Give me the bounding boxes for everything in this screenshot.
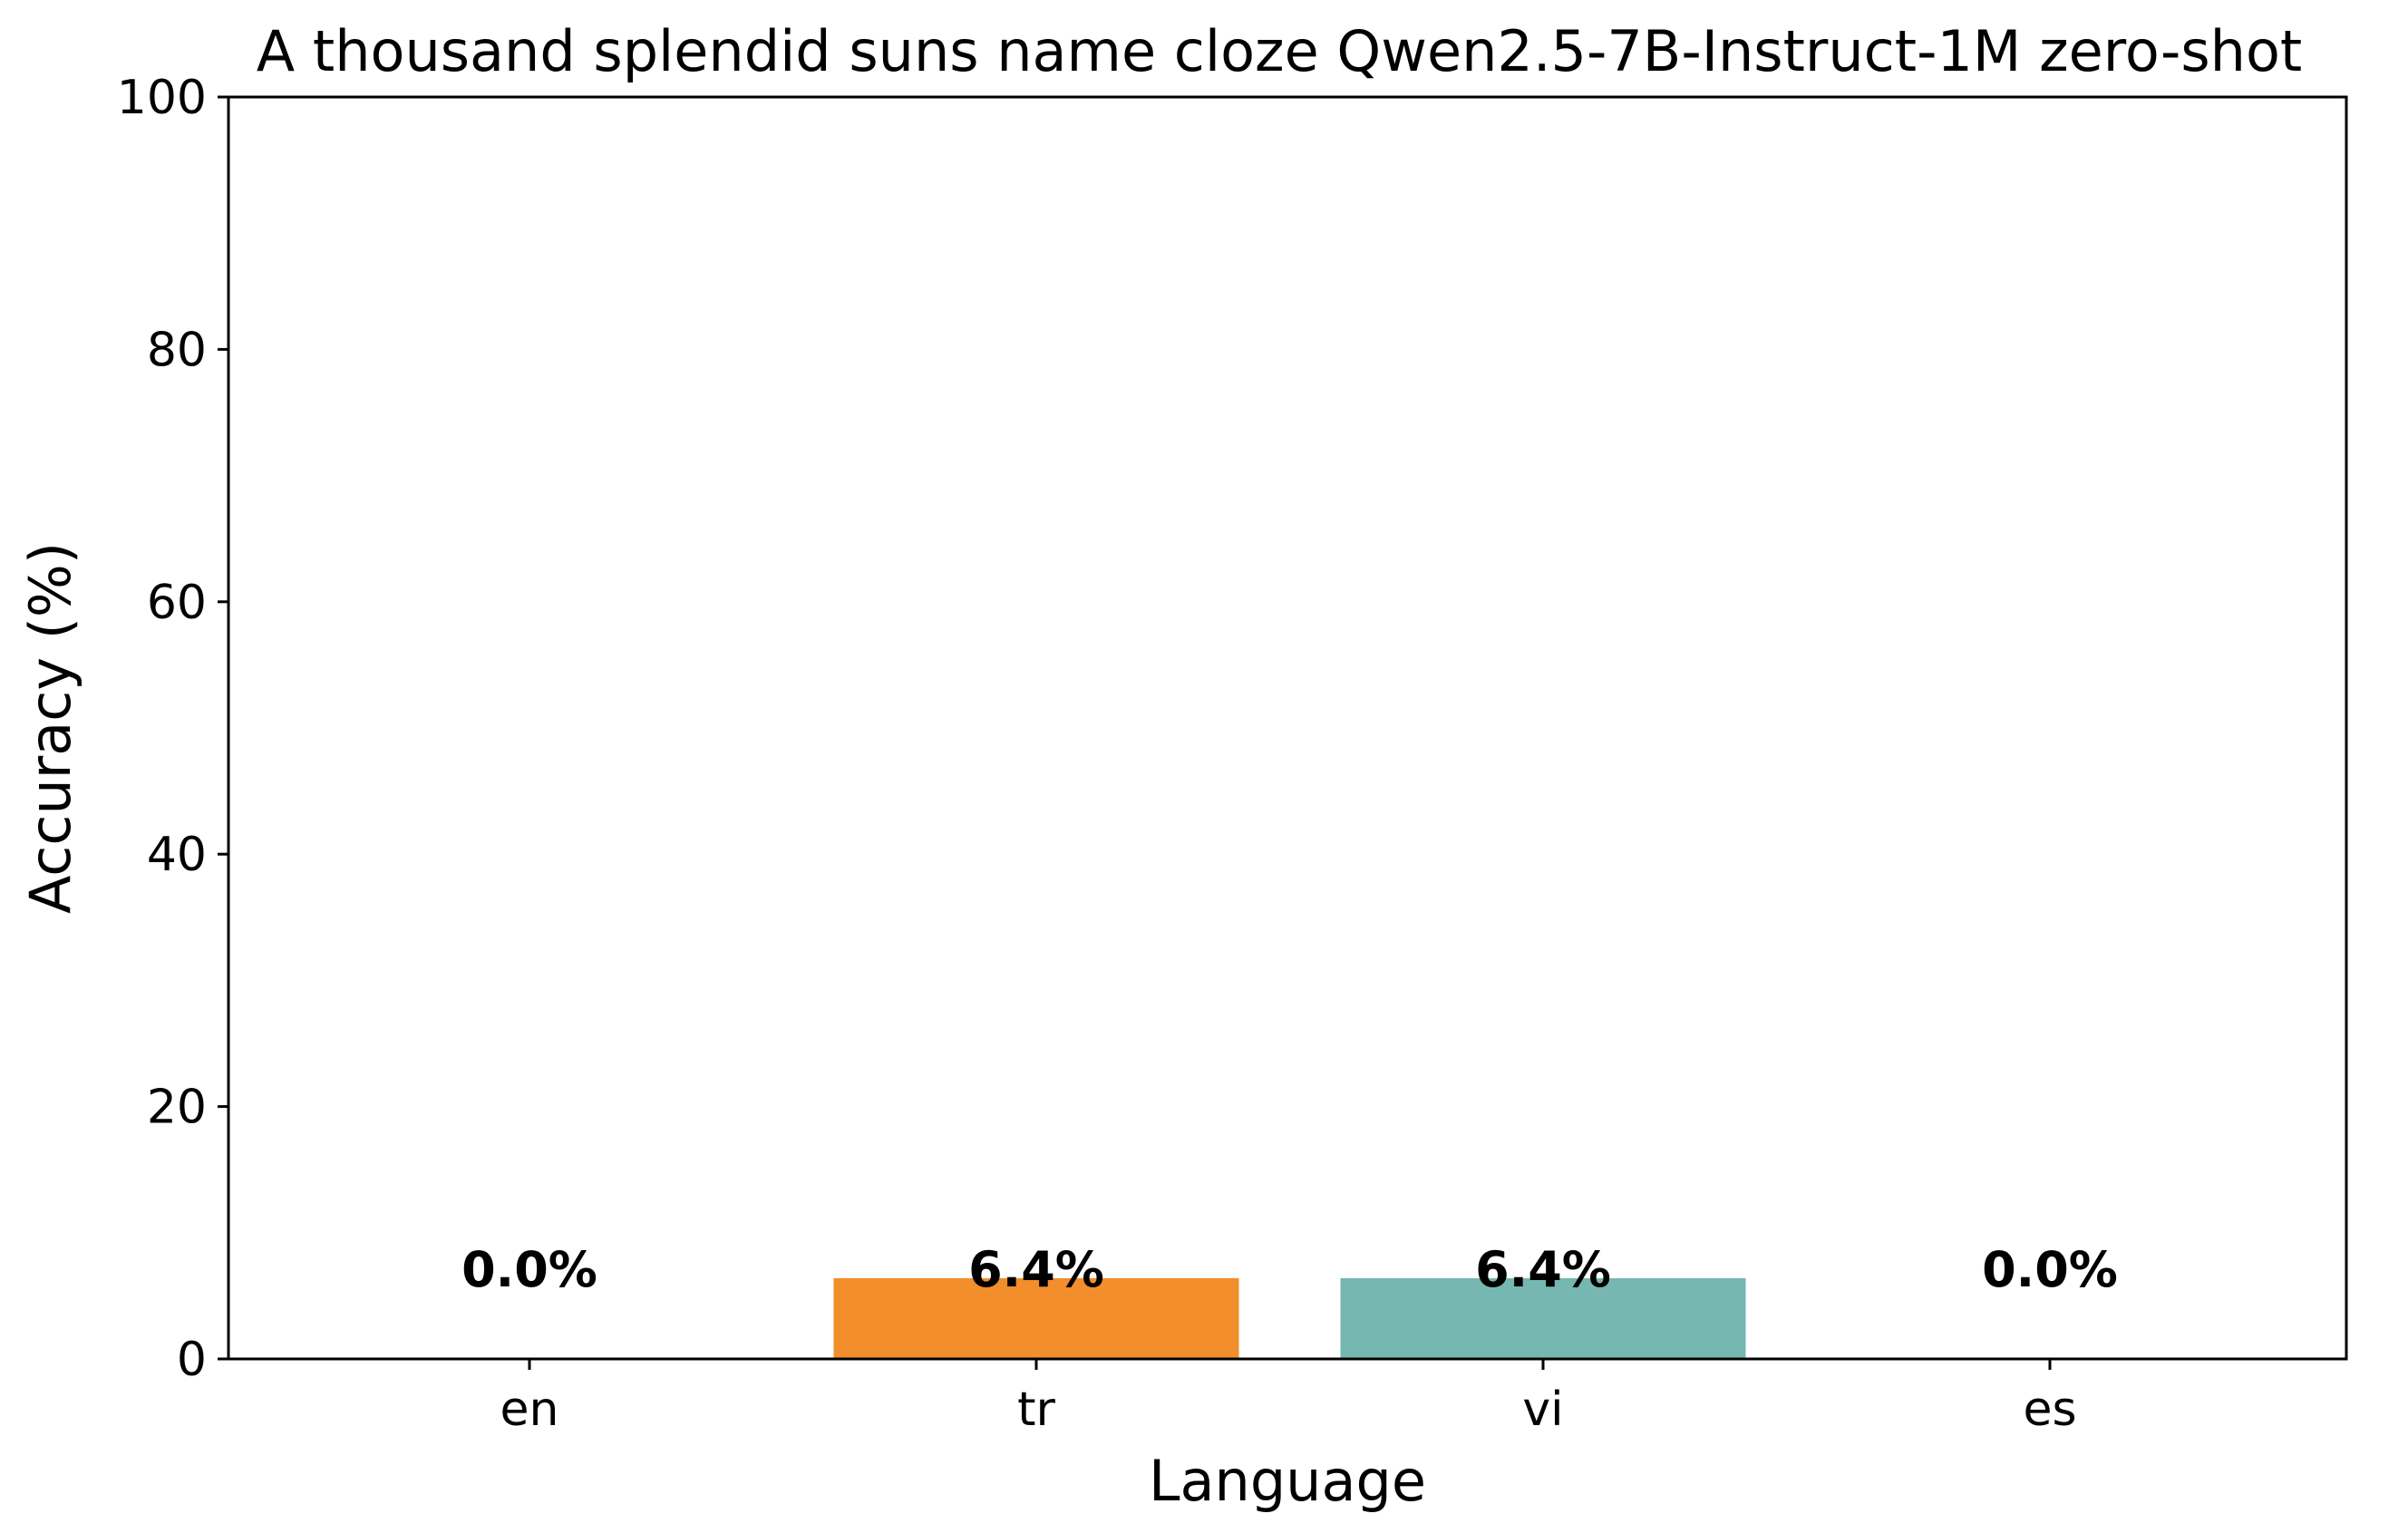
data-labels-group: 0.0% 6.4% 6.4% 0.0%	[461, 1241, 2118, 1298]
bar-vi	[1340, 1277, 1746, 1359]
y-tick-label-40: 40	[147, 828, 207, 882]
data-label-tr: 6.4%	[968, 1241, 1104, 1298]
chart-title: A thousand splendid suns name cloze Qwen…	[257, 18, 2302, 84]
x-tick-label-en: en	[500, 1383, 559, 1437]
y-axis-label: Accuracy (%)	[17, 542, 83, 914]
x-axis-ticks: en tr vi es	[500, 1359, 2077, 1437]
data-label-en: 0.0%	[461, 1241, 597, 1298]
y-tick-label-100: 100	[117, 71, 207, 125]
data-label-vi: 6.4%	[1475, 1241, 1611, 1298]
x-tick-label-tr: tr	[1017, 1383, 1055, 1437]
y-tick-label-0: 0	[177, 1333, 207, 1387]
y-tick-label-20: 20	[147, 1081, 207, 1135]
y-tick-label-60: 60	[147, 576, 207, 630]
bars-group	[833, 1277, 1746, 1359]
plot-frame	[227, 95, 2348, 1361]
data-label-es: 0.0%	[1982, 1241, 2118, 1298]
x-axis-label: Language	[1149, 1448, 1426, 1514]
y-tick-label-80: 80	[147, 323, 207, 377]
x-tick-label-vi: vi	[1522, 1383, 1563, 1437]
bar-tr	[833, 1277, 1239, 1359]
x-tick-label-es: es	[2023, 1383, 2076, 1437]
y-axis-ticks: 0 20 40 60 80 100	[117, 71, 228, 1387]
